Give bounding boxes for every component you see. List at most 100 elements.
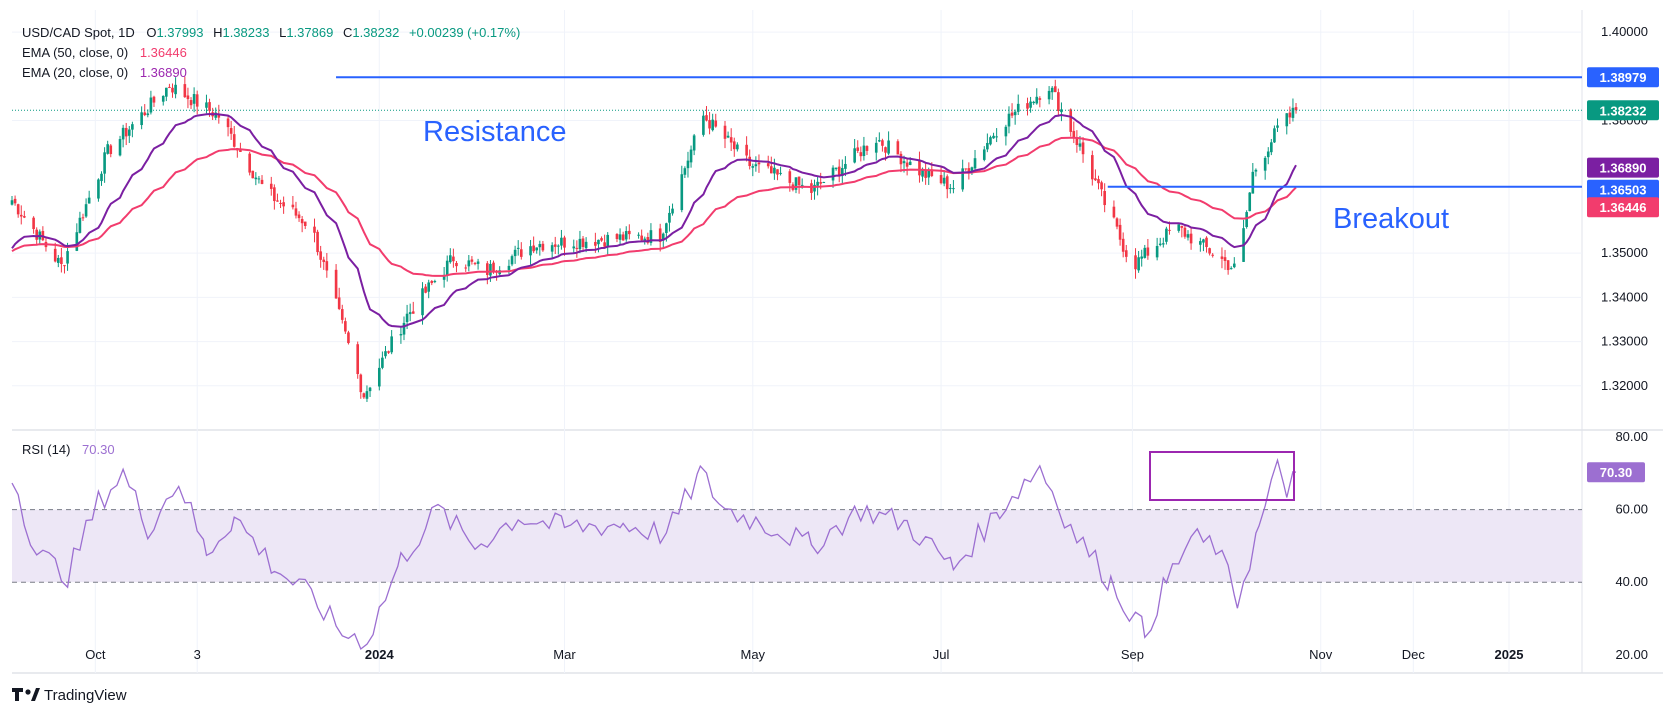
candle-body <box>84 204 88 217</box>
candle-body <box>769 166 773 174</box>
candle <box>844 156 847 177</box>
candle-body <box>584 241 588 249</box>
candle <box>878 132 881 143</box>
price-tick-label: 1.40000 <box>1601 24 1648 39</box>
candle <box>683 166 687 178</box>
price-axis: 1.400001.380001.350001.340001.330001.320… <box>1587 24 1659 662</box>
candle <box>470 256 474 265</box>
candle <box>578 230 582 254</box>
ema50-price-badge-text: 1.36446 <box>1600 200 1647 215</box>
candle-body <box>705 115 708 121</box>
candle-body <box>581 238 585 247</box>
candles <box>10 76 1298 402</box>
candle-body <box>1177 224 1181 231</box>
candle-body <box>492 262 495 273</box>
candle <box>600 236 603 242</box>
candle-body <box>1266 151 1270 158</box>
candle <box>918 151 921 183</box>
candle-body <box>942 177 946 184</box>
candle-body <box>597 239 600 245</box>
candle <box>905 157 909 176</box>
candle <box>161 95 165 106</box>
candle-body <box>757 162 761 165</box>
candle-body <box>254 177 258 180</box>
candle <box>1291 98 1295 122</box>
candle <box>776 169 779 181</box>
candle-body <box>189 100 193 106</box>
candle <box>340 304 344 324</box>
candle <box>229 121 233 140</box>
candle-body <box>834 167 838 170</box>
candle-body <box>421 288 424 316</box>
candle <box>538 240 542 256</box>
candle <box>745 136 748 162</box>
candle-body <box>489 263 492 276</box>
candle-body <box>10 200 14 205</box>
candle-body <box>279 202 282 204</box>
candle-body <box>908 161 912 165</box>
candle-body <box>97 179 100 199</box>
candle-body <box>452 256 455 262</box>
candle <box>942 170 946 187</box>
candle <box>1047 86 1051 105</box>
time-tick-label: Mar <box>553 647 576 662</box>
candle-body <box>995 136 998 138</box>
candle-body <box>316 231 319 253</box>
candle-body <box>1291 107 1295 118</box>
candle-body <box>334 269 338 299</box>
candle <box>1016 94 1020 116</box>
candle <box>1276 118 1279 133</box>
candle-body <box>600 238 603 241</box>
candle <box>362 392 366 399</box>
candle-body <box>81 217 85 219</box>
candle-body <box>658 228 662 242</box>
horizontal-lines <box>12 76 1582 188</box>
candle-body <box>563 237 566 248</box>
candle <box>1007 106 1011 134</box>
candle-body <box>1112 206 1116 218</box>
candle-body <box>628 230 631 235</box>
candle-body <box>766 163 770 167</box>
candle-body <box>723 125 727 139</box>
candle <box>1140 249 1144 267</box>
candle <box>754 156 758 172</box>
candle <box>1057 88 1060 117</box>
candle <box>171 83 174 98</box>
candle <box>13 195 17 206</box>
last-price-badge-text: 1.38232 <box>1600 103 1647 118</box>
ema20-price-badge-bg <box>1587 157 1659 178</box>
candle <box>535 247 539 254</box>
candle-body <box>973 158 977 169</box>
candle <box>732 137 736 157</box>
candle <box>1294 103 1298 114</box>
candle-body <box>726 135 730 138</box>
candle-body <box>430 280 434 284</box>
candle-body <box>671 208 674 214</box>
candle <box>192 87 196 113</box>
candle-body <box>297 214 301 219</box>
rsi-highlight-box <box>1149 451 1295 501</box>
candle <box>597 239 600 253</box>
candle-body <box>964 168 968 170</box>
candle-body <box>131 124 134 130</box>
candle <box>1032 100 1035 105</box>
candle-body <box>303 221 307 226</box>
candle-body <box>121 127 125 140</box>
candle-body <box>1029 101 1032 108</box>
candle-body <box>257 178 261 180</box>
candle-body <box>949 187 952 189</box>
breakout-annotation: Breakout <box>1333 203 1449 235</box>
breakout-price-badge: 1.36503 <box>1587 179 1659 200</box>
candle <box>532 236 535 254</box>
candle-body <box>1155 245 1159 258</box>
candle <box>865 145 869 155</box>
candle <box>1288 106 1292 124</box>
candle-body <box>1118 224 1122 240</box>
candle <box>365 385 369 402</box>
candle-body <box>1211 254 1215 256</box>
candle-body <box>1199 241 1202 245</box>
candle-body <box>513 249 517 257</box>
candle <box>1069 108 1073 137</box>
candle-body <box>442 274 446 280</box>
candle-body <box>1143 247 1147 258</box>
